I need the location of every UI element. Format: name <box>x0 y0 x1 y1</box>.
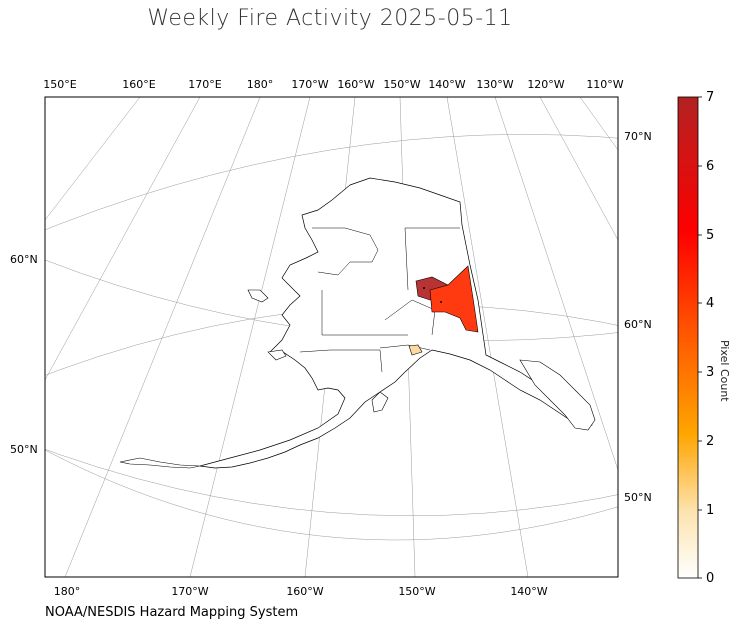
fire-region-northeast-east <box>429 265 479 333</box>
bottom-lon-label: 140°W <box>510 585 548 598</box>
colorbar-tick-label: 5 <box>706 228 715 243</box>
meridian-140w <box>494 97 618 471</box>
meridian-150e <box>45 97 141 221</box>
parallel-70n <box>45 134 618 231</box>
top-lon-label: 170°W <box>291 78 329 91</box>
top-lon-label: 170°E <box>188 78 222 91</box>
top-lon-label: 160°E <box>122 78 156 91</box>
nunivak-island <box>267 349 287 361</box>
colorbar-tick-label: 7 <box>706 90 715 105</box>
right-lat-label: 60°N <box>624 318 652 331</box>
colorbar-tick-label: 6 <box>706 159 715 174</box>
fire-detection-point <box>440 301 442 303</box>
bottom-lon-label: 180° <box>53 585 81 598</box>
meridian-130w <box>539 97 618 241</box>
st-lawrence-island <box>247 289 269 303</box>
alaska-landmass <box>119 177 596 469</box>
parallel-45n <box>45 449 618 541</box>
top-lon-label: 110°W <box>586 78 624 91</box>
top-lon-label: 140°W <box>428 78 466 91</box>
colorbar-label: Pixel Count <box>718 340 731 402</box>
colorbar-tick-label: 4 <box>706 296 715 311</box>
map-frame <box>44 96 619 578</box>
colorbar-tick-label: 1 <box>706 503 715 518</box>
colorbar-tick-label: 2 <box>706 434 715 449</box>
top-lon-label: 180° <box>246 78 274 91</box>
left-lat-label: 60°N <box>10 253 38 266</box>
right-lat-label: 70°N <box>624 130 652 143</box>
right-lat-label: 50°N <box>624 491 652 504</box>
top-lon-label: 130°W <box>476 78 514 91</box>
fire-detection-point <box>423 287 425 289</box>
colorbar-ticks <box>698 96 702 579</box>
alaska-mainland <box>199 177 593 469</box>
top-lon-label: 160°W <box>337 78 375 91</box>
kodiak-island <box>371 391 389 413</box>
credit-text: NOAA/NESDIS Hazard Mapping System <box>45 605 299 620</box>
parallel-50n <box>45 449 618 516</box>
southeast-panhandle <box>519 359 596 431</box>
fire-region-southcentral <box>408 344 423 356</box>
top-lon-label: 150°E <box>43 78 77 91</box>
colorbar-tick-label: 3 <box>706 365 715 380</box>
colorbar <box>677 96 699 579</box>
left-lat-label: 50°N <box>10 443 38 456</box>
meridian-180 <box>189 97 311 577</box>
meridian-170e <box>64 97 261 577</box>
bottom-lon-label: 160°W <box>286 585 324 598</box>
meridian-160e <box>45 97 201 381</box>
map-title: Weekly Fire Activity 2025-05-11 <box>147 6 513 31</box>
bottom-lon-label: 170°W <box>171 585 209 598</box>
aleutian-chain <box>119 457 201 469</box>
top-lon-label: 120°W <box>527 78 565 91</box>
bottom-lon-label: 150°W <box>398 585 436 598</box>
colorbar-tick-label: 0 <box>706 571 715 586</box>
meridian-150w <box>446 97 529 577</box>
top-lon-label: 150°W <box>383 78 421 91</box>
meridian-120w <box>579 97 618 151</box>
